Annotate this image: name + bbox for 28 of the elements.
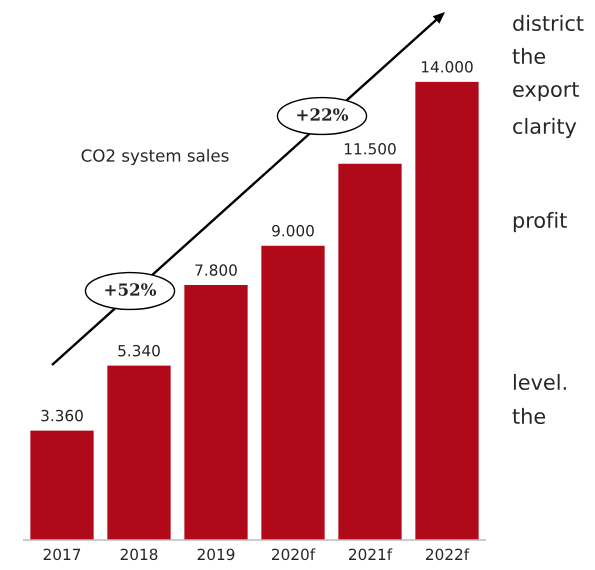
x-tick-label: 2018: [120, 548, 158, 560]
text: district: [513, 14, 584, 32]
data-label: 3.360: [41, 410, 83, 422]
data-label: 11.500: [344, 142, 396, 155]
bar: [106, 364, 172, 540]
bar: [414, 80, 480, 540]
x-tick-label: 2019: [198, 548, 234, 560]
text: profit: [514, 212, 567, 232]
bar: [28, 429, 96, 540]
bar: [336, 162, 404, 540]
x-tick-label: 2020f: [272, 548, 316, 560]
annotation: +52%: [105, 283, 156, 296]
x-tick-label: 2022f: [426, 548, 470, 560]
data-label: 5.340: [118, 344, 160, 356]
text: the: [512, 408, 546, 424]
x-tick-label: 2017: [44, 548, 80, 560]
annotation: +22%: [297, 108, 348, 121]
bar: [182, 284, 250, 540]
text: clarity: [513, 118, 576, 138]
text: the: [512, 48, 546, 64]
x-tick-label: 2021f: [348, 548, 392, 560]
text: level.: [514, 374, 566, 390]
data-label: 14.000: [422, 61, 473, 73]
bar: [260, 244, 326, 540]
text: export: [513, 82, 579, 102]
annotation: CO2 system sales: [82, 148, 229, 166]
data-label: 7.800: [195, 264, 237, 276]
data-label: 9.000: [272, 224, 314, 236]
